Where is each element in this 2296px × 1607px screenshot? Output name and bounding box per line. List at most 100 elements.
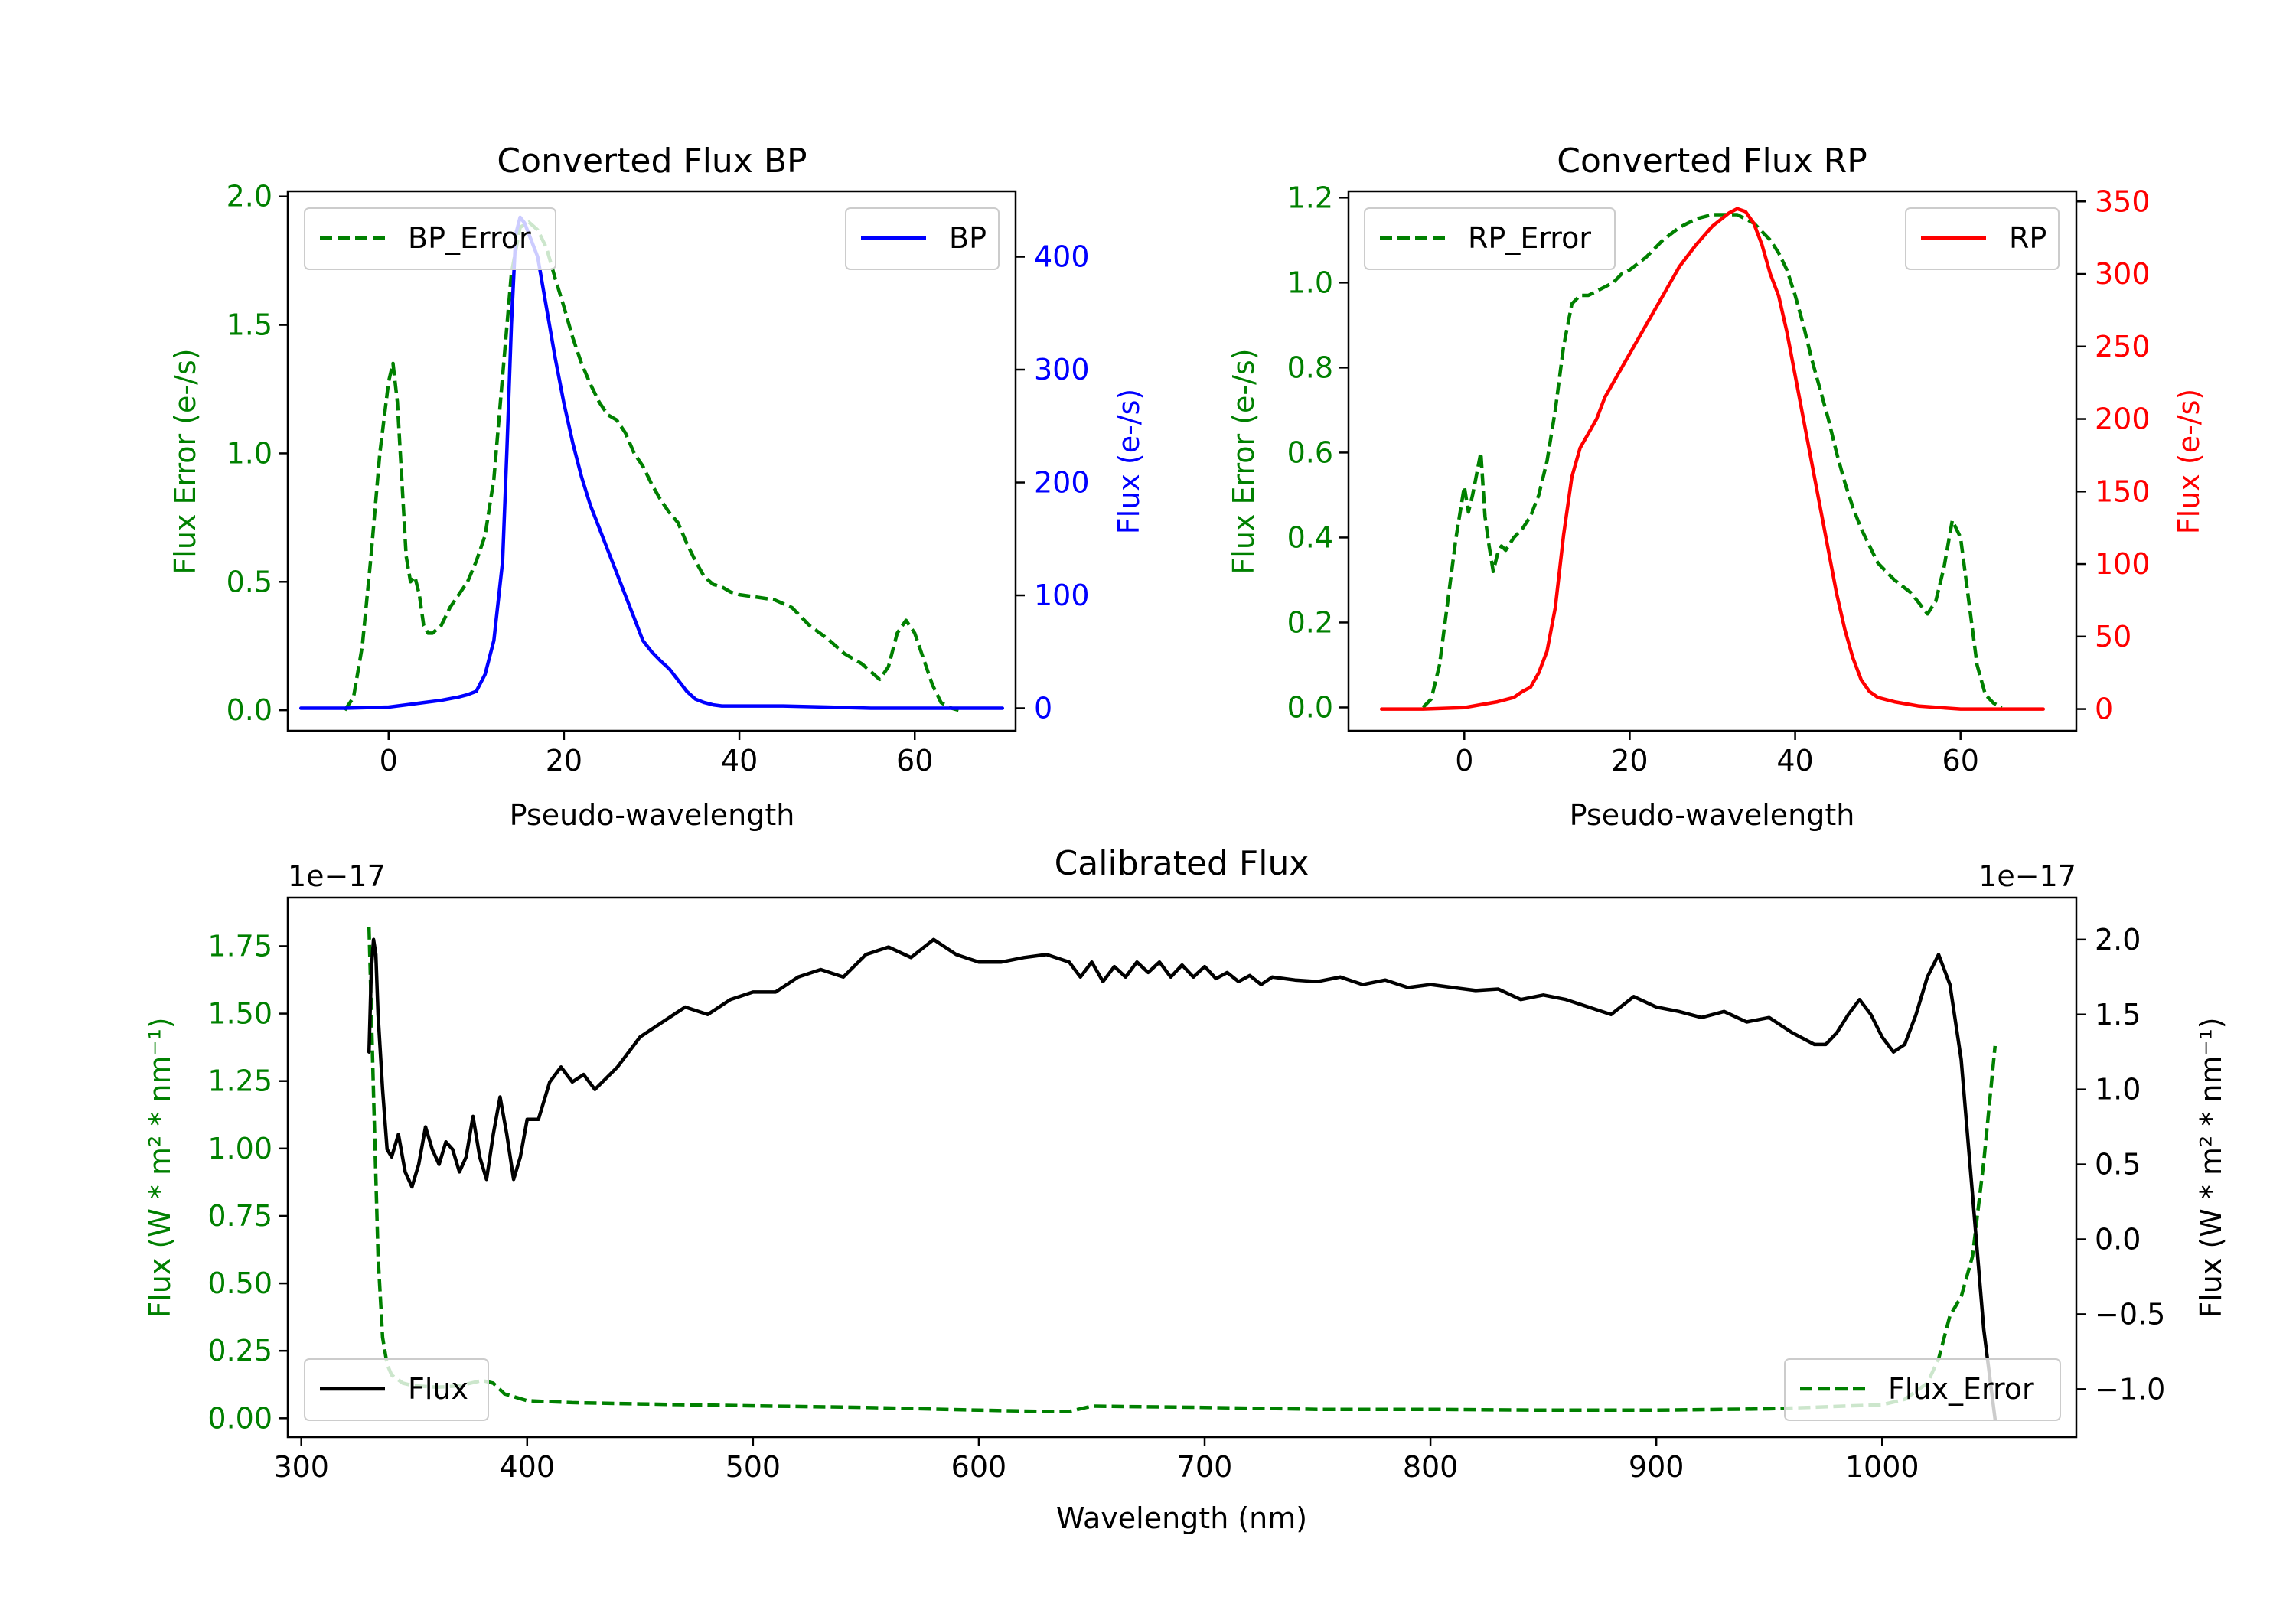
legend-label-bp: BP xyxy=(949,221,987,255)
y-tick-label-right: 1.5 xyxy=(2095,998,2141,1032)
y-tick-label-right: 100 xyxy=(1034,579,1090,612)
y-tick-label-left: 0.6 xyxy=(1287,435,1333,469)
x-tick-label: 1000 xyxy=(1845,1450,1919,1484)
y-tick-label-left: 0.2 xyxy=(1287,605,1333,639)
chart-rp-ylabel-right: Flux (e-/s) xyxy=(2172,389,2206,534)
x-tick-label: 900 xyxy=(1629,1450,1684,1484)
y-tick-label-left: 1.5 xyxy=(227,308,272,342)
legend-label-bp-error: BP_Error xyxy=(408,221,531,255)
y-tick-label-left: 0.0 xyxy=(1287,690,1333,724)
chart-bp-xticks: 0 20 40 60 xyxy=(380,731,933,777)
chart-rp-xlabel: Pseudo-wavelength xyxy=(1570,798,1855,832)
chart-rp-yticks-right: 0 50 100 150 200 250 300 350 xyxy=(2076,184,2151,726)
series-line-rp-error xyxy=(1421,213,2003,709)
x-tick-label: 60 xyxy=(896,744,933,777)
x-tick-label: 300 xyxy=(273,1450,329,1484)
x-tick-label: 40 xyxy=(721,744,758,777)
y-tick-label-right: −0.5 xyxy=(2095,1297,2165,1331)
x-tick-label: 20 xyxy=(1611,744,1648,777)
y-tick-label-right: 0 xyxy=(1034,692,1052,725)
chart-rp-yticks-left: 0.0 0.2 0.4 0.6 0.8 1.0 1.2 xyxy=(1287,181,1349,724)
y-tick-label-right: 400 xyxy=(1034,240,1090,274)
y-tick-label-right: 200 xyxy=(1034,466,1090,500)
y-tick-label-right: 50 xyxy=(2095,620,2131,654)
y-tick-label-right: 300 xyxy=(1034,353,1090,386)
chart-rp-xticks: 0 20 40 60 xyxy=(1455,731,1979,777)
chart-cal: 300 400 500 600 700 800 900 1000 0.00 0.25 0.50 0.… xyxy=(143,844,2228,1535)
chart-bp-xlabel: Pseudo-wavelength xyxy=(510,798,795,832)
y-tick-label-right: 300 xyxy=(2095,257,2151,291)
y-tick-label-left: 0.8 xyxy=(1287,350,1333,384)
chart-rp: 0 20 40 60 0.0 0.2 0.4 0.6 0.8 1.0 1.2 0 50 100 150 2… xyxy=(1227,142,2206,832)
x-tick-label: 700 xyxy=(1177,1450,1233,1484)
chart-bp-axes-frame xyxy=(286,190,1017,732)
chart-cal-offset-left: 1e−17 xyxy=(288,859,386,893)
chart-bp-yticks-left: 0.0 0.5 1.0 1.5 2.0 xyxy=(227,180,288,727)
chart-rp-ylabel-left: Flux Error (e-/s) xyxy=(1227,348,1261,574)
chart-cal-legend-left: Flux xyxy=(304,1358,489,1421)
chart-cal-yticks-left: 0.00 0.25 0.50 0.75 1.00 1.25 1.50 1.75 xyxy=(207,929,288,1435)
chart-rp-axes-frame xyxy=(1347,190,2078,732)
y-tick-label-left: 0.25 xyxy=(207,1334,272,1367)
chart-bp-title: Converted Flux BP xyxy=(497,142,807,181)
chart-cal-axes-frame xyxy=(286,896,2078,1439)
chart-cal-title: Calibrated Flux xyxy=(1055,844,1309,883)
y-tick-label-right: 2.0 xyxy=(2095,923,2141,957)
chart-cal-ylabel-right: Flux (W * m² * nm⁻¹) xyxy=(2194,1017,2228,1318)
y-tick-label-right: 0 xyxy=(2095,693,2113,726)
x-tick-label: 20 xyxy=(546,744,582,777)
chart-bp-plot xyxy=(298,215,1005,712)
y-tick-label-right: 200 xyxy=(2095,403,2151,436)
y-tick-label-left: 0.75 xyxy=(207,1199,272,1233)
x-tick-label: 60 xyxy=(1942,744,1979,777)
series-line-bp-error xyxy=(343,220,960,712)
x-tick-label: 800 xyxy=(1403,1450,1459,1484)
chart-rp-legend-right: RP xyxy=(1905,207,2060,270)
y-tick-label-left: 0.0 xyxy=(227,693,272,727)
y-tick-label-left: 1.0 xyxy=(1287,266,1333,299)
y-tick-label-left: 1.0 xyxy=(227,436,272,470)
chart-cal-ylabel-left: Flux (W * m² * nm⁻¹) xyxy=(143,1017,177,1318)
legend-box xyxy=(304,207,556,270)
y-tick-label-left: 0.4 xyxy=(1287,520,1333,554)
y-tick-label-left: 1.75 xyxy=(207,929,272,963)
series-line-bp xyxy=(298,215,1005,710)
chart-bp-ylabel-right: Flux (e-/s) xyxy=(1112,389,1146,534)
legend-box xyxy=(304,1358,489,1421)
legend-box xyxy=(1364,207,1616,270)
y-tick-label-right: 1.0 xyxy=(2095,1073,2141,1107)
chart-bp: 0 20 40 60 0.0 0.5 1.0 1.5 2.0 0 100 200 300 400 Co… xyxy=(168,142,1146,832)
chart-bp-yticks-right: 0 100 200 300 400 xyxy=(1016,240,1090,725)
chart-rp-legend-left: RP_Error xyxy=(1364,207,1616,270)
y-tick-label-left: 0.00 xyxy=(207,1401,272,1435)
y-tick-label-left: 2.0 xyxy=(227,180,272,214)
y-tick-label-right: 150 xyxy=(2095,474,2151,508)
x-tick-label: 500 xyxy=(726,1450,781,1484)
x-tick-label: 400 xyxy=(500,1450,556,1484)
y-tick-label-left: 0.5 xyxy=(227,565,272,598)
chart-rp-plot xyxy=(1379,207,2046,711)
chart-bp-legend-left: BP_Error xyxy=(304,207,556,270)
legend-box xyxy=(1784,1358,2061,1421)
x-tick-label: 40 xyxy=(1776,744,1813,777)
chart-cal-yticks-right: −1.0 −0.5 0.0 0.5 1.0 1.5 2.0 xyxy=(2076,923,2165,1406)
y-tick-label-left: 1.2 xyxy=(1287,181,1333,214)
legend-label-rp: RP xyxy=(2009,221,2047,255)
chart-cal-xticks: 300 400 500 600 700 800 900 1000 xyxy=(273,1437,1919,1484)
y-tick-label-left: 1.25 xyxy=(207,1064,272,1098)
legend-label-rp-error: RP_Error xyxy=(1468,221,1591,255)
y-tick-label-left: 0.50 xyxy=(207,1266,272,1300)
chart-rp-title: Converted Flux RP xyxy=(1557,142,1867,181)
y-tick-label-left: 1.00 xyxy=(207,1132,272,1165)
y-tick-label-right: 100 xyxy=(2095,547,2151,581)
x-tick-label: 0 xyxy=(380,744,398,777)
chart-cal-offset-right: 1e−17 xyxy=(1978,859,2076,893)
chart-cal-legend-right: Flux_Error xyxy=(1784,1358,2061,1421)
chart-cal-xlabel: Wavelength (nm) xyxy=(1056,1501,1307,1535)
series-line-flux xyxy=(367,937,1998,1421)
legend-label-flux: Flux xyxy=(408,1372,468,1406)
series-line-rp xyxy=(1379,207,2046,711)
x-tick-label: 600 xyxy=(951,1450,1007,1484)
y-tick-label-right: 0.0 xyxy=(2095,1223,2141,1257)
